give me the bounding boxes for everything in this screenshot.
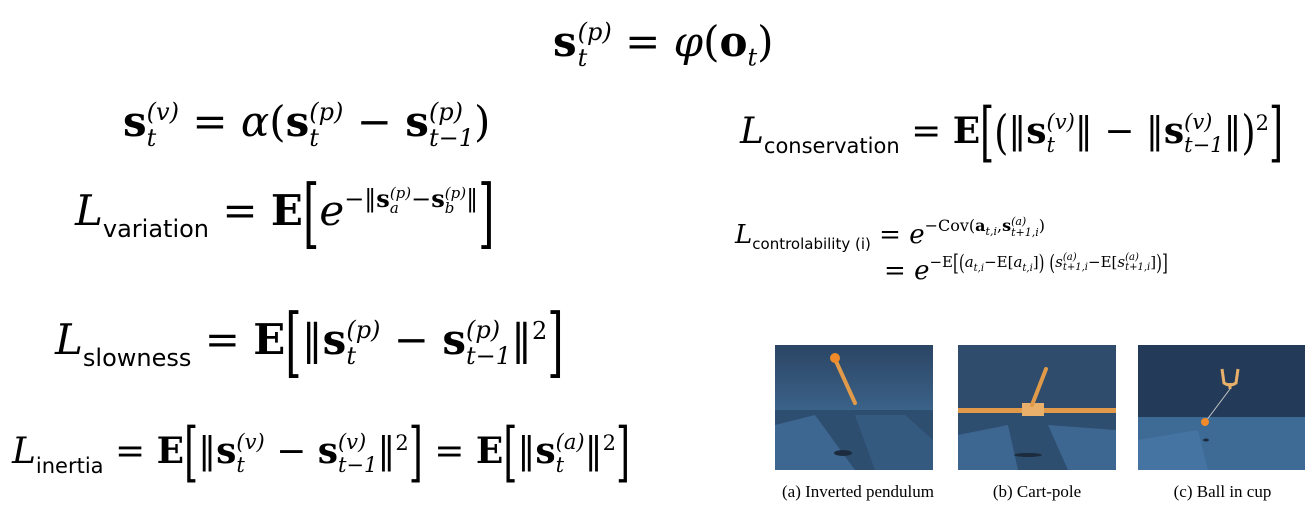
variation-subscript: variation	[102, 215, 210, 243]
conservation-subscript: conservation	[763, 134, 900, 158]
controlability-subscript: controlability (i)	[752, 235, 871, 253]
figure-ball-in-cup	[1138, 345, 1305, 470]
inertia-subscript: inertia	[35, 454, 104, 478]
figure-cart-pole	[958, 345, 1116, 470]
ball-in-cup-scene	[1138, 345, 1305, 470]
figure-inverted-pendulum	[775, 345, 933, 470]
equation-controlability-line2: = e−E[(at,i−E[at,i]) (s (a) t+1,i −E[s (a) t+…	[884, 248, 1168, 286]
equation-variation: Lvariation = E[e−‖s (p) a −s (p) b ‖]	[75, 169, 495, 258]
equation-inertia: Linertia = E[‖s (v) t − s (v) t−1 ‖2] = E[‖s(…	[12, 416, 630, 490]
slowness-subscript: slowness	[82, 344, 192, 372]
caption-inverted-pendulum: (a) Inverted pendulum	[782, 482, 934, 501]
caption-cart-pole: (b) Cart-pole	[992, 482, 1082, 501]
equation-position: s (p) t = φ(ot)	[553, 17, 774, 72]
equation-controlability-line1: Lcontrolability (i) = e−Cov(at,i,s (a) t+1…	[735, 214, 1045, 253]
cart-pole-scene	[958, 345, 1116, 470]
caption-ball-in-cup: (c) Ball in cup	[1173, 482, 1272, 501]
equation-velocity: s (v) t = α(s (p) t − s (p) t−1)	[123, 97, 491, 152]
equation-conservation: Lconservation = E[(‖s (v) t ‖ − ‖s (v) t−1 ‖)2…	[740, 96, 1283, 170]
inverted-pendulum-scene	[775, 345, 933, 470]
equation-slowness: Lslowness = E[‖s (p) t − s (p) t−1 ‖2]	[55, 298, 564, 387]
